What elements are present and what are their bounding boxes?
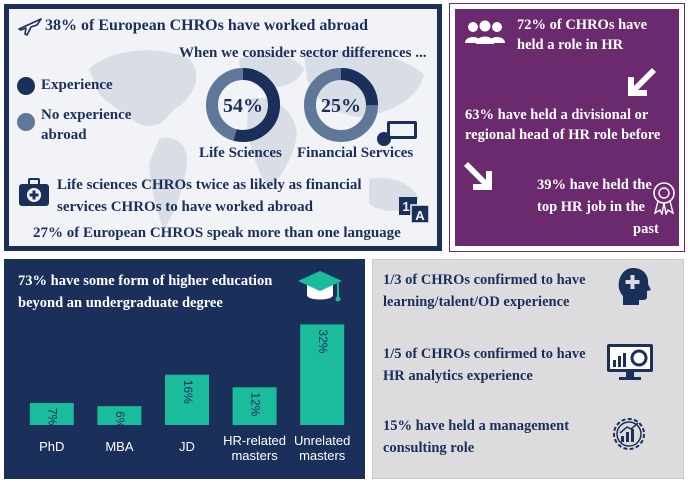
language-icon-letter-a: A [415,208,425,223]
legend-experience-swatch [17,77,35,95]
value-label-jd: 16% [181,380,195,404]
donut-financial-services-value: 25% [321,95,361,117]
experience-3-line1: 15% have held a management [383,418,570,434]
bar-unrelated-masters [300,324,345,425]
world-panel: 38% of European CHROs have worked abroad… [4,4,442,251]
experience-3-line2: consulting role [383,440,475,456]
first-aid-kit-icon [19,178,49,206]
value-label-unrelated-masters: 32% [316,329,330,353]
sector-note-line1: Life sciences CHROs twice as likely as f… [57,177,362,193]
donut-financial-services: 25% [304,68,378,142]
value-label-phd: 7% [46,408,60,426]
bar-hr-related-masters [232,387,277,425]
donut-life-sciences-label: Life Sciences [199,145,282,161]
gear-chart-icon [613,418,645,450]
experience-2-line2: HR analytics experience [383,368,533,384]
language-icon: 1 A [399,197,430,224]
analytics-monitor-icon [607,344,653,380]
education-title-line1: 73% have some form of higher education [18,273,273,289]
experience-panel: 1/3 of CHROs confirmed to have learning/… [372,259,684,479]
hr-role-1-line1: 72% of CHROs have [517,17,648,33]
hr-role-2-line1: 63% have held a divisional or [465,107,649,123]
category-label-jd: JD [179,439,195,454]
experience-2-line1: 1/5 of CHROs confirmed to have [383,346,586,362]
monitor-icon [377,121,417,146]
category-label-mba: MBA [105,439,134,454]
bar-jd [165,374,209,425]
education-panel: 73% have some form of higher education b… [4,259,365,479]
hr-role-3-line3: past [633,221,659,237]
education-bar-chart: 7% PhD 6% MBA 16% JD 12% HR-related masters 32% Un… [29,324,350,463]
graduation-cap-icon [298,271,342,302]
legend-experience-label: Experience [41,77,113,93]
hr-role-3-line2: top HR job in the [537,199,645,215]
donut-financial-services-label: Financial Services [297,145,414,161]
hr-role-3-line1: 39% have held the [537,177,652,193]
value-label-hr-related-masters: 12% [248,392,262,416]
legend-no-experience-label-line1: No experience [41,107,132,123]
world-headline: 38% of European CHROs have worked abroad [45,17,368,34]
language-note: 27% of European CHROS speak more than on… [33,225,401,241]
category-label-hr-related-masters: HR-related masters [223,433,286,463]
category-label-unrelated-masters: Unrelated masters [294,433,350,463]
hr-role-2-line2: regional head of HR role before [465,127,661,143]
plane-icon [18,18,42,36]
bar-mba [97,406,142,425]
award-ribbon-icon [653,182,675,215]
value-label-mba: 6% [113,411,127,429]
education-title-line2: beyond an undergraduate degree [18,295,223,311]
arrow-down-right-icon [464,162,492,190]
experience-1-line1: 1/3 of CHROs confirmed to have [383,272,586,288]
donut-life-sciences: 54% [206,68,280,142]
hr-roles-panel: 72% of CHROs have held a role in HR 63% … [449,3,685,252]
bar-phd [29,403,74,425]
experience-1-line2: learning/talent/OD experience [383,294,570,310]
language-icon-letter-1: 1 [402,199,409,214]
arrow-down-left-icon [628,68,656,96]
category-label-phd: PhD [39,439,64,454]
hr-role-1-line2: held a role in HR [517,37,624,53]
people-icon [465,20,505,44]
sector-note-line2: services CHROs to have worked abroad [57,199,313,215]
head-plus-icon [618,268,651,305]
sector-intro: When we consider sector differences ... [179,45,427,61]
legend-no-experience-label-line2: abroad [41,127,87,143]
legend-no-experience-swatch [17,113,35,131]
donut-life-sciences-value: 54% [223,95,263,117]
